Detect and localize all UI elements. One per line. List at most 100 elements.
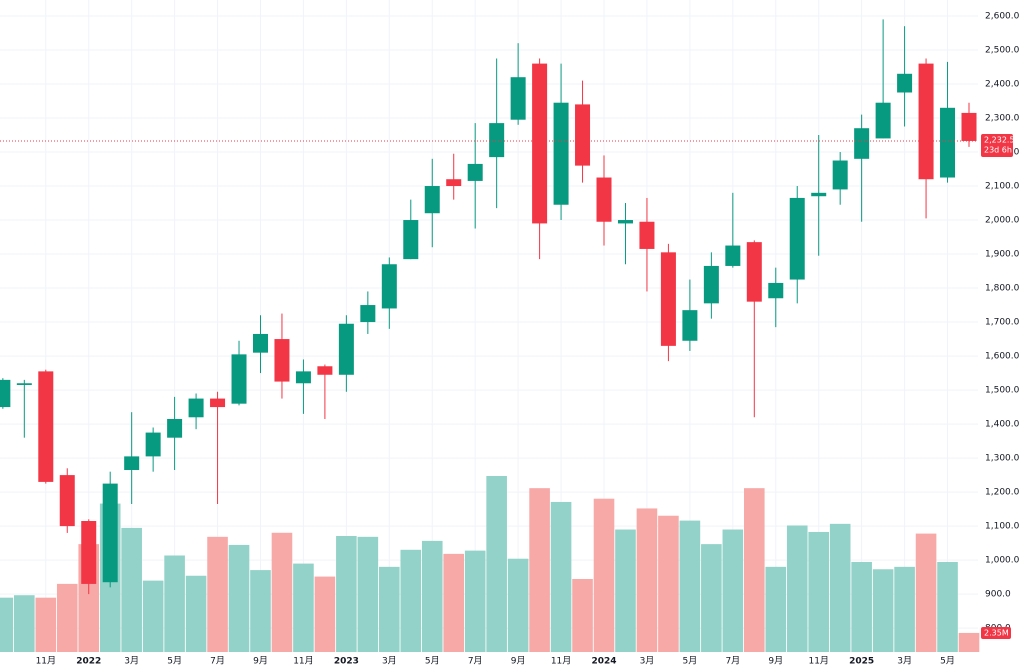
- candle-body: [338, 323, 354, 375]
- x-tick-label: 7月: [210, 656, 225, 667]
- volume-bar: [915, 533, 937, 652]
- volume-bar: [765, 566, 787, 652]
- y-tick-label: 2,600.0: [985, 11, 1020, 21]
- candle-body: [553, 102, 569, 205]
- x-tick-label: 3月: [382, 656, 397, 667]
- x-tick-label: 5月: [683, 656, 698, 667]
- candle-body: [210, 398, 226, 408]
- candle-body: [59, 475, 75, 527]
- x-tick-label: 9月: [511, 656, 526, 667]
- candle-body: [424, 186, 440, 214]
- candle-body: [489, 123, 505, 158]
- volume-bar: [421, 540, 443, 652]
- candle-body: [789, 197, 805, 280]
- volume-bar: [658, 515, 679, 652]
- volume-bar: [486, 476, 507, 652]
- y-tick-label: 2,500.0: [985, 45, 1020, 55]
- axes: 800.0900.01,000.01,100.01,200.01,300.01,…: [0, 11, 1020, 667]
- volume-bar: [958, 632, 980, 652]
- volume-bar: [744, 488, 765, 652]
- candle-body: [854, 128, 870, 159]
- candle-body: [360, 305, 376, 323]
- volume-label-box: [981, 626, 1011, 639]
- volume-bar: [35, 597, 57, 652]
- y-tick-label: 1,100.0: [985, 522, 1020, 532]
- candle-body: [274, 339, 290, 382]
- volume-bar: [550, 501, 572, 652]
- volume-bar: [529, 488, 550, 652]
- y-tick-label: 1,400.0: [985, 420, 1020, 430]
- volume-bar: [507, 558, 529, 652]
- candle-body: [188, 398, 204, 418]
- x-tick-label: 5月: [167, 656, 182, 667]
- candle-body: [295, 371, 311, 384]
- candle-body: [961, 112, 977, 141]
- volume-bar: [808, 531, 830, 652]
- x-tick-label: 3月: [640, 656, 655, 667]
- candle-body: [596, 177, 612, 222]
- x-tick-label: 11月: [551, 656, 571, 667]
- volume-bar: [593, 498, 615, 652]
- volume-bar: [336, 536, 357, 652]
- candle-body: [875, 102, 891, 139]
- candle-body: [102, 483, 118, 583]
- x-tick-label: 5月: [425, 656, 440, 667]
- y-tick-label: 1,200.0: [985, 488, 1020, 498]
- y-tick-label: 1,600.0: [985, 352, 1020, 362]
- volume-bar: [250, 570, 271, 652]
- y-tick-label: 1,700.0: [985, 318, 1020, 328]
- volume-bar: [851, 561, 872, 652]
- volume-bar: [872, 569, 894, 652]
- volume-bar: [357, 536, 379, 652]
- candle-body: [768, 282, 784, 299]
- y-tick-label: 1,900.0: [985, 250, 1020, 260]
- candle-body: [381, 264, 397, 309]
- y-tick-label: 1,300.0: [985, 454, 1020, 464]
- x-tick-label: 9月: [253, 656, 268, 667]
- x-tick-label: 2023: [334, 657, 359, 667]
- x-tick-label: 11月: [808, 656, 828, 667]
- candle-body: [467, 163, 483, 181]
- volume-bar: [207, 536, 228, 652]
- y-tick-label: 1,800.0: [985, 284, 1020, 294]
- volume-bar: [379, 566, 400, 652]
- volume-bar: [636, 508, 658, 652]
- volume-label: 2.35M: [984, 628, 1009, 637]
- volume-bar: [400, 549, 422, 652]
- candle-body: [532, 63, 548, 224]
- volume-bar: [464, 550, 486, 652]
- y-tick-label: 2,300.0: [985, 114, 1020, 124]
- volume-bar: [937, 561, 958, 652]
- x-tick-label: 9月: [768, 656, 783, 667]
- x-tick-label: 2022: [76, 657, 101, 667]
- y-tick-label: 2,000.0: [985, 216, 1020, 226]
- y-tick-label: 1,500.0: [985, 386, 1020, 396]
- candle-body: [0, 379, 11, 408]
- y-tick-label: 1,000.0: [985, 556, 1020, 566]
- volume-bar: [142, 580, 164, 652]
- countdown-label: 23d 6h: [984, 145, 1012, 154]
- x-tick-label: 11月: [36, 656, 56, 667]
- x-tick-label: 3月: [124, 656, 139, 667]
- volume-bar: [722, 529, 744, 652]
- x-tick-label: 3月: [897, 656, 912, 667]
- volume-bar: [894, 566, 915, 652]
- candle-body: [403, 220, 419, 260]
- candle-body: [725, 245, 741, 266]
- volume-bar: [829, 523, 851, 652]
- volume-bar: [679, 520, 701, 652]
- candle-body: [660, 252, 676, 346]
- volume-bar: [271, 532, 293, 652]
- candle-body: [124, 456, 140, 470]
- x-tick-label: 11月: [293, 656, 313, 667]
- volume-bar: [314, 576, 336, 652]
- candle-body: [231, 354, 247, 404]
- volume-pane: [0, 476, 980, 652]
- x-tick-label: 2024: [591, 657, 616, 667]
- candle-body: [746, 242, 762, 302]
- candle-body: [145, 432, 161, 457]
- volume-bar: [615, 529, 636, 652]
- volume-bar: [443, 553, 465, 652]
- volume-bar: [572, 579, 593, 652]
